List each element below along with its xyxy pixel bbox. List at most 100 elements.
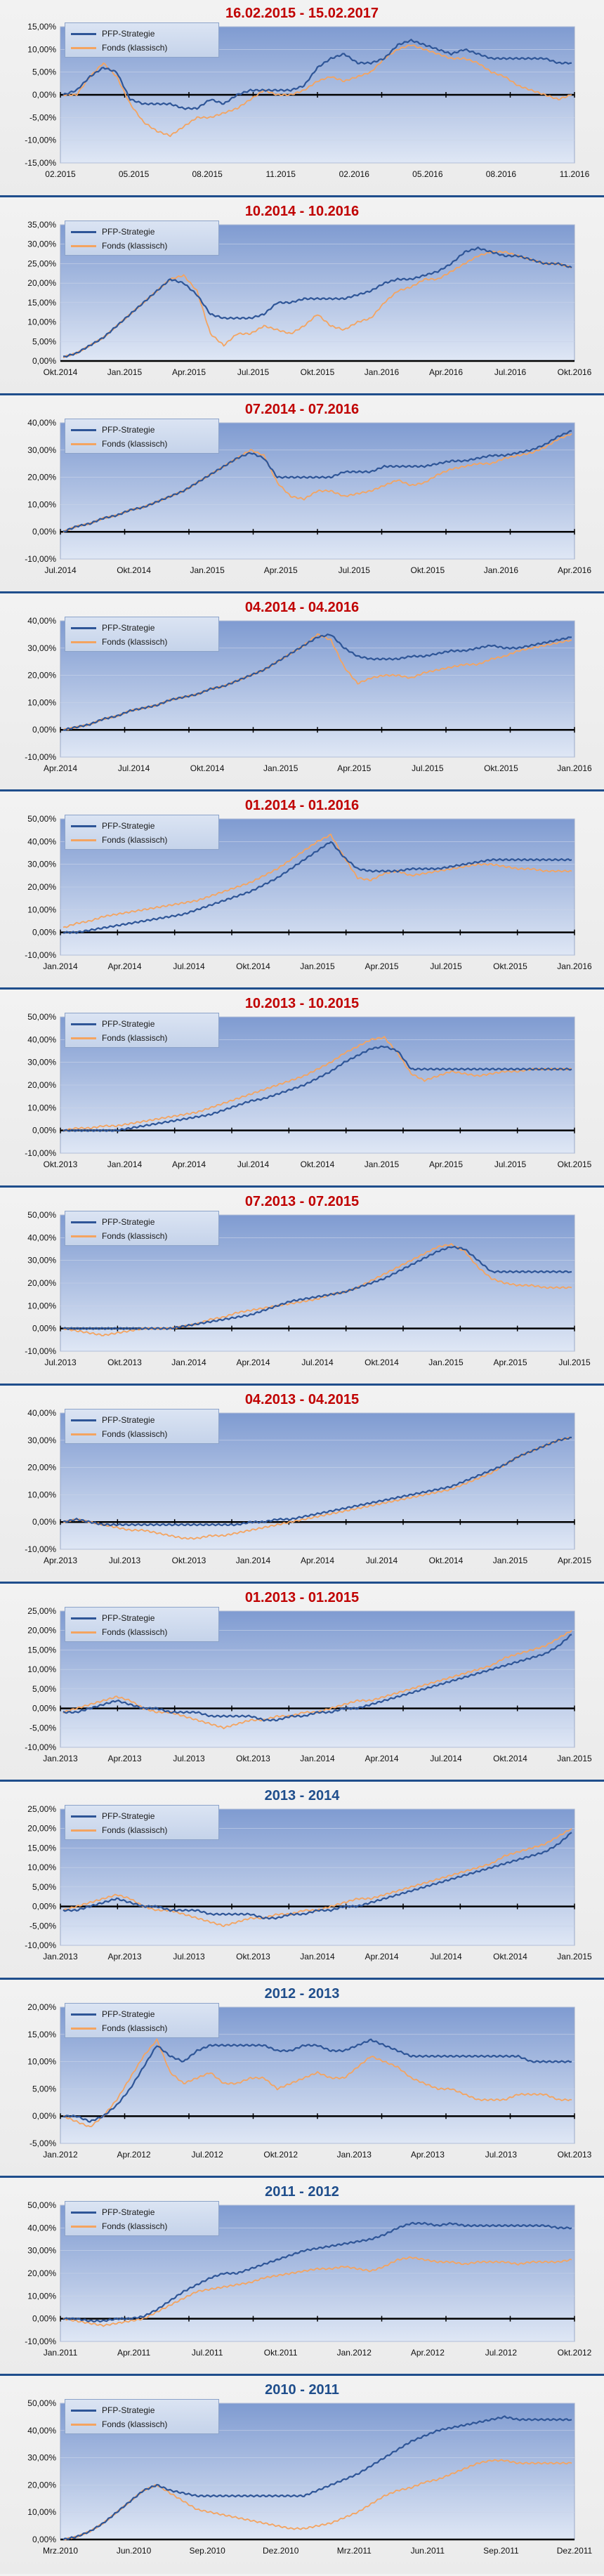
y-tick-label: 20,00% xyxy=(27,278,56,288)
y-tick-label: 10,00% xyxy=(27,1862,56,1872)
y-tick-label: 20,00% xyxy=(27,1626,56,1636)
chart-title: 07.2013 - 07.2015 xyxy=(244,1194,360,1209)
legend-swatch xyxy=(71,46,96,49)
legend-swatch xyxy=(71,428,96,431)
x-tick-label: Okt.2013 xyxy=(44,1159,78,1169)
x-tick-label: Jan.2015 xyxy=(557,1952,592,1961)
legend-swatch xyxy=(71,1433,96,1435)
legend-item-strategy: PFP-Strategie xyxy=(71,27,155,40)
legend-item-strategy: PFP-Strategie xyxy=(71,1414,155,1426)
legend-label: PFP-Strategie xyxy=(102,1217,155,1227)
x-tick-label: Jul.2012 xyxy=(191,2150,223,2160)
x-tick-label: Jul.2015 xyxy=(412,763,444,773)
x-tick-label: Okt.2012 xyxy=(558,2348,592,2358)
legend-item-strategy: PFP-Strategie xyxy=(71,423,155,436)
x-tick-label: 11.2015 xyxy=(265,169,296,179)
chart-panel: 10.2014 - 10.2016 35,00% 30,00% 25,00% 20,00… xyxy=(0,198,604,395)
y-tick-label: 0,00% xyxy=(32,1324,56,1334)
y-tick-label: 10,00% xyxy=(27,905,56,914)
chart-title: 2011 - 2012 xyxy=(265,2184,339,2200)
y-tick-label: 5,00% xyxy=(32,2084,56,2094)
x-tick-label: Jan.2013 xyxy=(43,1952,78,1961)
series-line-fonds-klassisch xyxy=(63,1630,572,1730)
chart-title: 07.2014 - 07.2016 xyxy=(244,402,360,417)
x-tick-label: Jan.2016 xyxy=(484,565,519,575)
y-tick-label: 40,00% xyxy=(27,2223,56,2233)
x-tick-label: Apr.2013 xyxy=(107,1952,141,1961)
x-tick-label: Apr.2014 xyxy=(172,1159,206,1169)
series-line-fonds-klassisch xyxy=(63,2038,572,2127)
x-tick-label: Jul.2013 xyxy=(44,1358,77,1367)
x-tick-label: Okt.2013 xyxy=(107,1358,142,1367)
y-tick-label: 25,00% xyxy=(27,1804,56,1814)
legend-swatch xyxy=(71,626,96,629)
x-tick-label: Okt.2013 xyxy=(236,1952,270,1961)
legend-swatch xyxy=(71,2225,96,2228)
y-tick-label: -10,00% xyxy=(25,1148,56,1158)
x-tick-label: Okt.2015 xyxy=(411,565,445,575)
legend-label: Fonds (klassisch) xyxy=(102,241,168,251)
x-tick-label: Jul.2014 xyxy=(44,565,77,575)
y-tick-label: 20,00% xyxy=(27,473,56,482)
series-line-fonds-klassisch xyxy=(63,633,572,731)
legend-swatch xyxy=(71,442,96,445)
y-tick-label: -15,00% xyxy=(25,158,56,168)
legend-swatch xyxy=(71,1815,96,1818)
x-tick-label: Jan.2014 xyxy=(43,961,78,971)
y-tick-label: 30,00% xyxy=(27,2246,56,2256)
legend-item-strategy: PFP-Strategie xyxy=(71,622,155,634)
y-tick-label: 20,00% xyxy=(27,1278,56,1288)
legend-swatch xyxy=(71,640,96,643)
x-tick-label: Jul.2014 xyxy=(430,1952,462,1961)
chart-panel: 2010 - 2011 50,00% 40,00% 30,00% 20,00% 10,00… xyxy=(0,2377,604,2574)
y-tick-label: 0,00% xyxy=(32,1517,56,1527)
series-line-pfp-strategie xyxy=(63,1436,572,1527)
y-tick-label: 5,00% xyxy=(32,67,56,77)
x-tick-label: Jul.2015 xyxy=(494,1159,527,1169)
x-tick-label: Okt.2014 xyxy=(190,763,225,773)
x-tick-label: Apr.2014 xyxy=(301,1556,334,1565)
legend-label: Fonds (klassisch) xyxy=(102,637,168,647)
legend-swatch xyxy=(71,1037,96,1039)
y-tick-label: 30,00% xyxy=(27,445,56,455)
legend-swatch xyxy=(71,1829,96,1832)
legend-item-fund: Fonds (klassisch) xyxy=(71,636,167,648)
x-tick-label: Apr.2015 xyxy=(264,565,298,575)
x-tick-label: Jan.2014 xyxy=(107,1159,143,1169)
x-tick-label: Jan.2015 xyxy=(107,367,143,377)
chart-title: 16.02.2015 - 15.02.2017 xyxy=(225,6,379,21)
x-tick-label: Okt.2015 xyxy=(484,763,518,773)
x-tick-label: Okt.2014 xyxy=(44,367,78,377)
series-line-pfp-strategie xyxy=(63,39,572,110)
x-tick-label: Apr.2014 xyxy=(236,1358,270,1367)
x-tick-label: Jan.2011 xyxy=(44,2348,78,2358)
line-chart: 40,00%30,00%20,00%10,00%0,00%-10,00%Jul.… xyxy=(25,418,591,575)
chart-title: 2010 - 2011 xyxy=(265,2382,339,2398)
legend-item-fund: Fonds (klassisch) xyxy=(71,1032,167,1044)
y-tick-label: 20,00% xyxy=(27,671,56,681)
series-line-pfp-strategie xyxy=(63,1832,572,1920)
x-tick-label: Sep.2010 xyxy=(189,2546,225,2556)
legend-label: Fonds (klassisch) xyxy=(102,2419,168,2429)
x-tick-label: Jan.2014 xyxy=(236,1556,271,1565)
chart-legend: PFP-Strategie Fonds (klassisch) xyxy=(65,1409,219,1444)
x-tick-label: Jan.2016 xyxy=(557,763,592,773)
legend-label: Fonds (klassisch) xyxy=(102,439,168,449)
y-tick-label: 40,00% xyxy=(27,836,56,846)
legend-label: PFP-Strategie xyxy=(102,821,155,831)
legend-item-strategy: PFP-Strategie xyxy=(71,2404,155,2417)
chart-legend: PFP-Strategie Fonds (klassisch) xyxy=(65,2201,219,2236)
series-line-fonds-klassisch xyxy=(63,2256,572,2327)
chart-panel: 07.2014 - 07.2016 40,00% 30,00% 20,00% 10,00… xyxy=(0,396,604,593)
legend-label: Fonds (klassisch) xyxy=(102,1627,168,1637)
series-line-fonds-klassisch xyxy=(63,1036,572,1131)
x-tick-label: Okt.2014 xyxy=(429,1556,464,1565)
series-line-pfp-strategie xyxy=(63,841,572,934)
legend-swatch xyxy=(71,32,96,35)
x-tick-label: 05.2015 xyxy=(119,169,150,179)
x-tick-label: Dez.2010 xyxy=(263,2546,299,2556)
y-tick-label: 10,00% xyxy=(27,2507,56,2517)
y-tick-label: 30,00% xyxy=(27,239,56,249)
legend-item-fund: Fonds (klassisch) xyxy=(71,438,167,450)
x-tick-label: Jul.2014 xyxy=(366,1556,398,1565)
